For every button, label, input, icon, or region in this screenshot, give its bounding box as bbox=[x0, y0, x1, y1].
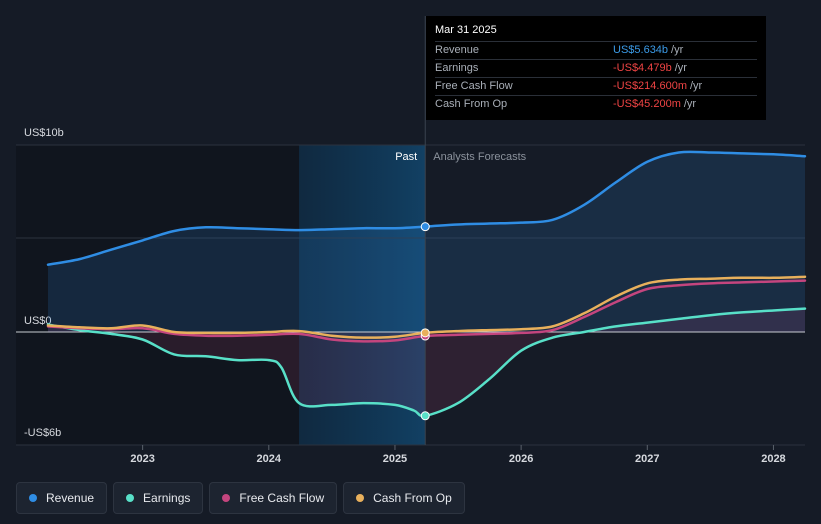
legend-item-earnings[interactable]: Earnings bbox=[113, 482, 204, 514]
tooltip-unit: /yr bbox=[674, 62, 687, 74]
legend-item-revenue[interactable]: Revenue bbox=[16, 482, 108, 514]
tooltip-row-earnings: Earnings -US$4.479b /yr bbox=[435, 59, 757, 77]
legend-label: Cash From Op bbox=[373, 491, 452, 505]
tooltip-label: Cash From Op bbox=[435, 98, 508, 110]
x-tick-label: 2025 bbox=[383, 453, 407, 465]
x-tick-label: 2028 bbox=[761, 453, 785, 465]
marker-earnings bbox=[420, 411, 430, 421]
chart-legend: Revenue Earnings Free Cash Flow Cash Fro… bbox=[16, 482, 465, 514]
data-tooltip: Mar 31 2025 Revenue US$5.634b /yr Earnin… bbox=[426, 16, 766, 120]
x-tick-label: 2027 bbox=[635, 453, 659, 465]
x-tick-label: 2024 bbox=[257, 453, 282, 465]
revenue-dot-icon bbox=[29, 494, 37, 502]
past-label: Past bbox=[395, 151, 417, 163]
x-tick-label: 2026 bbox=[509, 453, 533, 465]
tooltip-row-revenue: Revenue US$5.634b /yr bbox=[435, 41, 757, 59]
x-tick-label: 2023 bbox=[130, 453, 154, 465]
tooltip-unit: /yr bbox=[683, 98, 697, 110]
marker-cash-from-op bbox=[420, 328, 430, 338]
tooltip-unit: /yr bbox=[690, 80, 703, 92]
highlight-band bbox=[299, 145, 426, 445]
legend-label: Earnings bbox=[143, 491, 191, 505]
y-tick-label: -US$6b bbox=[24, 427, 61, 439]
series-line-earnings bbox=[46, 307, 807, 418]
y-tick-label: US$0 bbox=[24, 315, 52, 327]
tooltip-unit: /yr bbox=[671, 44, 684, 56]
tooltip-label: Revenue bbox=[435, 44, 480, 56]
tooltip-date: Mar 31 2025 bbox=[435, 24, 497, 36]
cash-from-op-dot-icon bbox=[356, 494, 365, 502]
legend-label: Revenue bbox=[46, 491, 95, 505]
tooltip-label: Free Cash Flow bbox=[435, 80, 513, 92]
tooltip-value: US$5.634b bbox=[613, 44, 669, 56]
marker-revenue bbox=[420, 222, 430, 232]
forecast-label: Analysts Forecasts bbox=[433, 151, 526, 163]
earnings-dot-icon bbox=[126, 494, 135, 502]
revenue-area bbox=[48, 151, 805, 332]
y-tick-label: US$10b bbox=[24, 127, 64, 139]
free-cash-flow-dot-icon bbox=[222, 494, 231, 502]
legend-item-free-cash-flow[interactable]: Free Cash Flow bbox=[209, 482, 338, 514]
legend-item-cash-from-op[interactable]: Cash From Op bbox=[343, 482, 465, 514]
tooltip-row-cash-from-op: Cash From Op -US$45.200m /yr bbox=[435, 95, 757, 113]
tooltip-row-free-cash-flow: Free Cash Flow -US$214.600m /yr bbox=[435, 77, 757, 95]
tooltip-value: -US$45.200m bbox=[613, 98, 681, 110]
legend-label: Free Cash Flow bbox=[239, 491, 325, 505]
tooltip-value: -US$4.479b bbox=[613, 62, 672, 74]
tooltip-label: Earnings bbox=[435, 62, 479, 74]
tooltip-value: -US$214.600m bbox=[613, 80, 687, 92]
